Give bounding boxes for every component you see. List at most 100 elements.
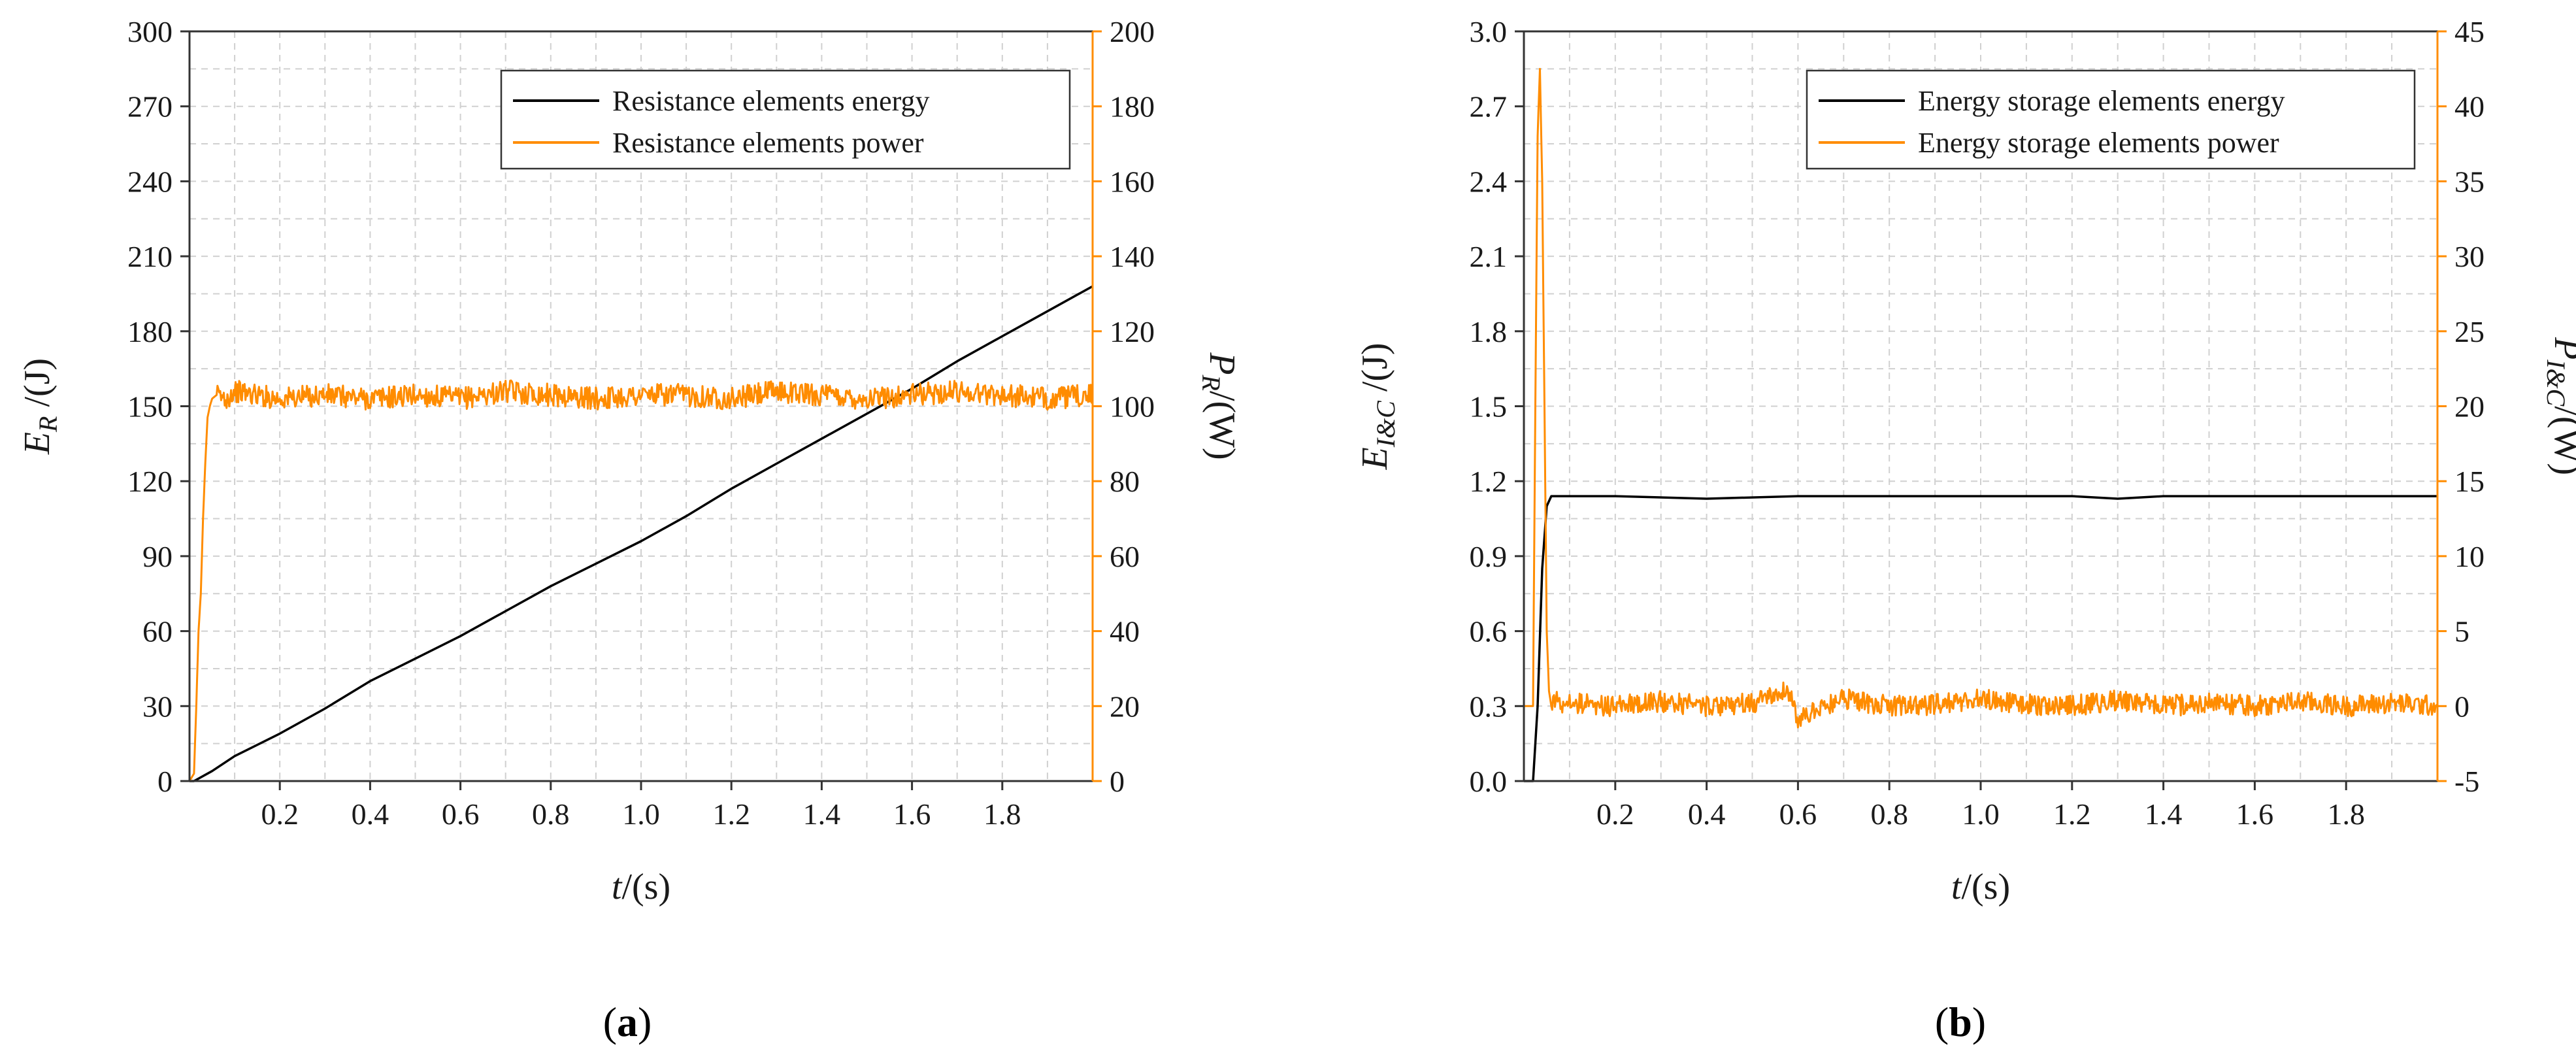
x-tick-label: 1.4 (803, 797, 841, 831)
y-left-tick-label: 2.1 (1470, 240, 1508, 273)
x-tick-label: 0.8 (532, 797, 570, 831)
y-right-tick-label: 35 (2454, 165, 2485, 198)
y-left-axis-title: EI&C /(J) (1355, 343, 1400, 471)
y-right-tick-label: 0 (2454, 690, 2469, 723)
series-line-resistance-elements-energy (190, 285, 1093, 782)
y-right-tick-label: 200 (1110, 15, 1155, 48)
y-right-tick-label: 15 (2454, 465, 2485, 498)
y-left-axis-sub: R (33, 416, 63, 433)
legend: Energy storage elements energy Energy sto… (1806, 69, 2416, 170)
x-axis-unit: /(s) (621, 867, 670, 907)
y-right-axis-unit: /(W) (1202, 391, 1242, 460)
legend-label: Resistance elements energy (612, 85, 929, 117)
y-right-axis-title: PI&C/(W) (2541, 337, 2576, 475)
legend-box (500, 69, 1071, 170)
y-right-axis-sub: I&C (2541, 359, 2571, 407)
x-tick-label: 1.6 (2236, 797, 2274, 831)
y-right-tick-label: 0 (1110, 765, 1125, 798)
y-right-axis-var: P (2547, 337, 2576, 359)
x-tick-label: 1.0 (622, 797, 660, 831)
legend-label: Resistance elements power (612, 127, 924, 159)
y-right-axis-sub: R (1197, 375, 1226, 391)
x-axis-var: t (612, 867, 623, 907)
legend: Resistance elements energy Resistance ele… (500, 69, 1071, 170)
y-right-tick-label: 160 (1110, 165, 1155, 198)
series-line-energy-storage-elements-energy (1524, 495, 2437, 782)
y-left-tick-label: 1.5 (1470, 390, 1508, 424)
y-left-tick-label: 2.4 (1470, 165, 1508, 198)
x-tick-label: 1.2 (712, 797, 750, 831)
y-left-tick-label: 240 (127, 165, 173, 198)
x-tick-label: 1.8 (2327, 797, 2365, 831)
y-left-tick-label: 150 (127, 390, 173, 424)
panel-label-open: ( (1935, 999, 1949, 1045)
panel-label-close: ) (638, 999, 652, 1045)
y-left-tick-label: 0.6 (1470, 615, 1508, 648)
x-axis-title: t/(s) (1951, 867, 2010, 907)
y-right-tick-label: 25 (2454, 315, 2485, 348)
x-tick-label: 1.8 (983, 797, 1021, 831)
y-left-tick-label: 0.9 (1470, 540, 1508, 573)
y-left-tick-label: 210 (127, 240, 173, 273)
y-right-tick-label: 60 (1110, 540, 1140, 573)
panel-b: 0.2 0.4 0.6 0.8 1.0 1.2 1.4 1.6 1.8 0.0 0.3 0.6 0.9 1… (1355, 15, 2576, 1045)
x-tick-label: 1.4 (2145, 797, 2183, 831)
y-right-tick-label: 120 (1110, 315, 1155, 348)
series-line-resistance-elements-power (188, 379, 1094, 782)
legend-label: Energy storage elements power (1918, 127, 2279, 159)
panel-label: (b) (1935, 999, 1986, 1045)
x-axis-title: t/(s) (612, 867, 670, 907)
y-right-tick-label: 20 (2454, 390, 2485, 424)
y-right-axis-title: PR/(W) (1197, 352, 1242, 459)
panel-label: (a) (603, 999, 652, 1045)
x-tick-label: 1.0 (1962, 797, 2000, 831)
panel-label-letter: a (617, 999, 638, 1045)
y-right-tick-label: -5 (2454, 765, 2479, 798)
x-axis-unit: /(s) (1961, 867, 2010, 907)
y-right-tick-label: 100 (1110, 390, 1155, 424)
panel-label-open: ( (603, 999, 617, 1045)
panel-a: 0.2 0.4 0.6 0.8 1.0 1.2 1.4 1.6 1.8 0 30 60 90 120 150… (17, 15, 1242, 1045)
y-right-tick-label: 80 (1110, 465, 1140, 498)
y-right-tick-label: 40 (2454, 90, 2485, 124)
y-left-tick-label: 120 (127, 465, 173, 498)
x-tick-label: 0.2 (1596, 797, 1634, 831)
grid (1524, 31, 2437, 781)
series-line-energy-storage-elements-power (1523, 67, 2439, 729)
y-right-axis-var: P (1202, 352, 1242, 375)
y-right-tick-label: 180 (1110, 90, 1155, 124)
y-left-tick-label: 0.3 (1470, 690, 1508, 723)
legend-label: Energy storage elements energy (1918, 85, 2285, 117)
y-left-axis-unit: /(J) (1355, 343, 1395, 401)
y-left-tick-label: 3.0 (1470, 15, 1508, 48)
x-tick-label: 0.2 (261, 797, 299, 831)
y-left-axis-var: E (1355, 447, 1395, 470)
x-axis-var: t (1951, 867, 1962, 907)
y-left-tick-label: 30 (142, 690, 173, 723)
x-tick-label: 1.2 (2053, 797, 2091, 831)
y-left-tick-label: 90 (142, 540, 173, 573)
y-right-tick-label: 45 (2454, 15, 2485, 48)
grid (190, 31, 1093, 781)
y-left-tick-label: 0.0 (1470, 765, 1508, 798)
y-right-tick-label: 20 (1110, 690, 1140, 723)
y-left-tick-label: 1.2 (1470, 465, 1508, 498)
y-left-tick-label: 1.8 (1470, 315, 1508, 348)
x-tick-label: 0.6 (442, 797, 480, 831)
x-tick-label: 0.4 (1688, 797, 1726, 831)
y-right-tick-label: 10 (2454, 540, 2485, 573)
y-left-axis-sub: I&C (1371, 400, 1400, 448)
x-tick-label: 0.6 (1779, 797, 1817, 831)
y-left-axis-var: E (17, 432, 58, 455)
y-right-tick-label: 5 (2454, 615, 2469, 648)
y-left-tick-label: 60 (142, 615, 173, 648)
y-left-tick-label: 270 (127, 90, 173, 124)
y-left-axis-unit: /(J) (17, 358, 58, 416)
y-left-tick-label: 180 (127, 315, 173, 348)
panel-label-close: ) (1972, 999, 1986, 1045)
y-right-tick-label: 30 (2454, 240, 2485, 273)
y-left-axis-title: ER /(J) (17, 358, 63, 455)
panel-label-letter: b (1949, 999, 1972, 1045)
y-left-tick-label: 300 (127, 15, 173, 48)
